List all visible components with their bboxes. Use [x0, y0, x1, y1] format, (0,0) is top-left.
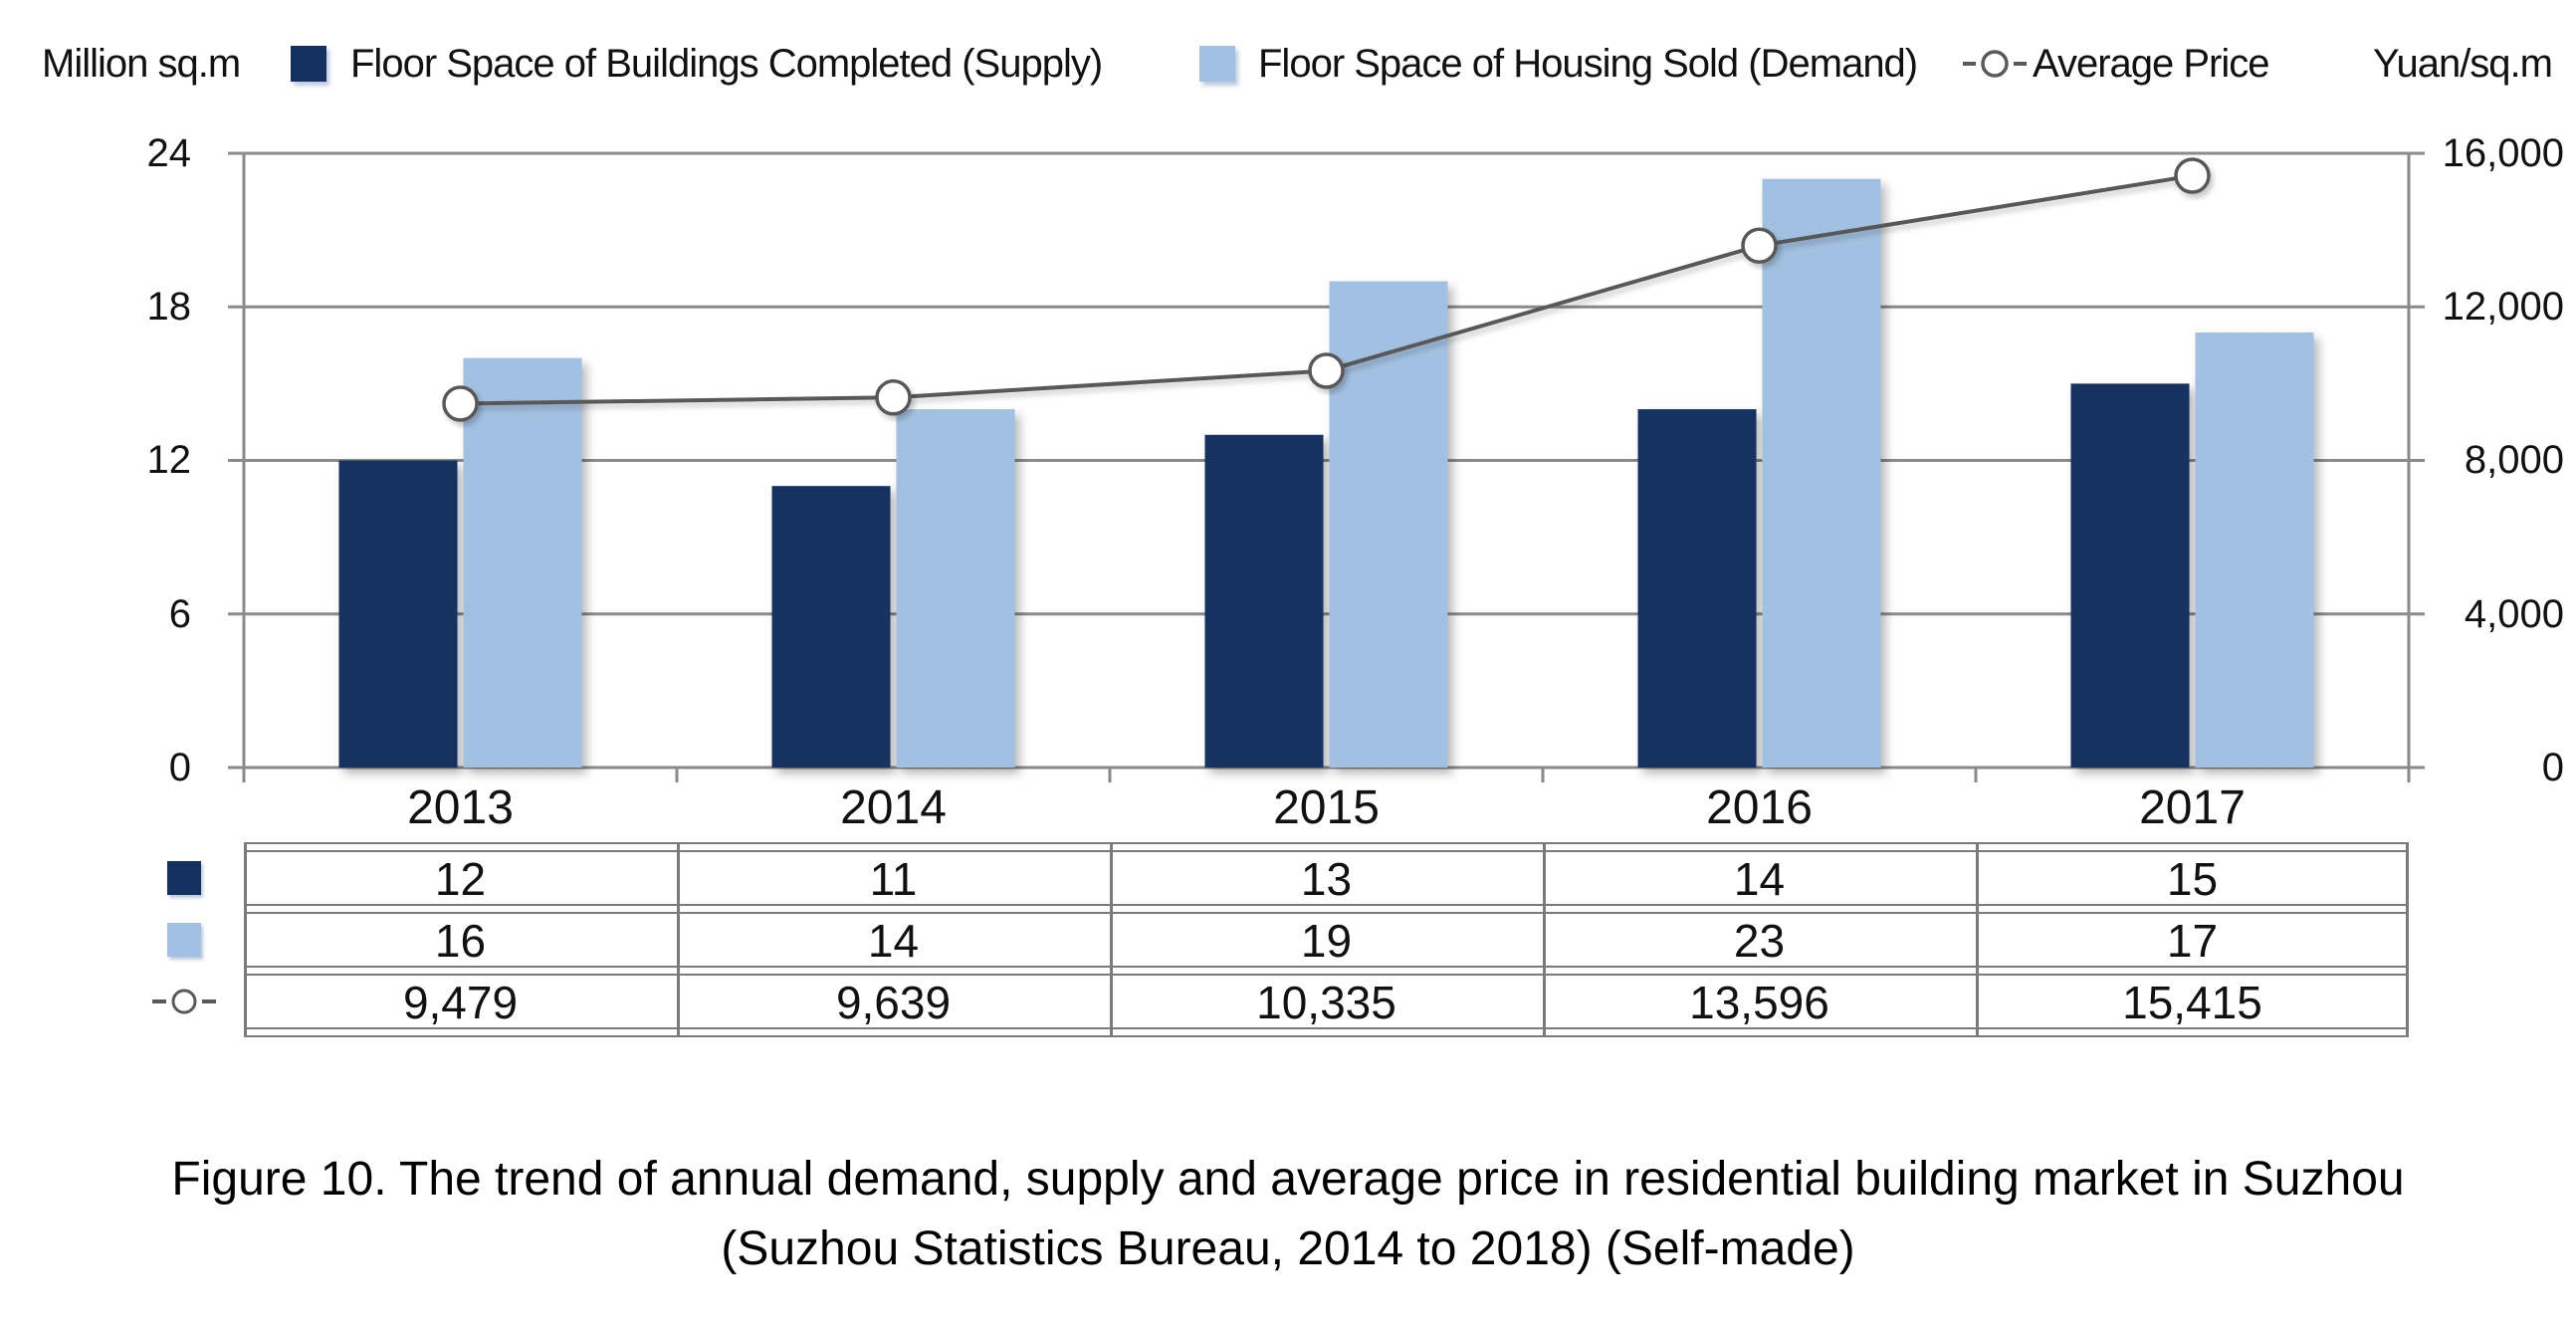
- table-row-demand: 16 14 19 23 17: [244, 912, 2409, 968]
- x-axis-label-2014: 2014: [840, 781, 947, 834]
- table-border: [244, 844, 247, 1035]
- x-axis-label-2013: 2013: [407, 781, 514, 834]
- left-axis-tick-label: 6: [168, 592, 191, 636]
- demand-bar-2017: [2195, 332, 2314, 768]
- chart-legend: Million sq.m Floor Space of Buildings Co…: [0, 0, 2576, 110]
- table-border: [1110, 844, 1113, 1035]
- table-cell: 9,639: [835, 977, 952, 1028]
- demand-bar-2016: [1762, 178, 1881, 769]
- average-price-point-2016: [1741, 227, 1778, 264]
- table-cell: 10,335: [1256, 977, 1396, 1028]
- table-cell: 15,415: [2122, 977, 2262, 1028]
- table-cell: 14: [1733, 853, 1786, 905]
- average-price-marker-icon: [1963, 50, 2027, 78]
- price-row-marker-icon: [152, 989, 216, 1014]
- average-price-point-2014: [875, 379, 912, 416]
- demand-bar-2013: [463, 357, 582, 768]
- supply-row-swatch-icon: [167, 861, 201, 895]
- left-axis-tick-label: 18: [146, 285, 192, 329]
- right-axis-tick-label: 8,000: [2464, 438, 2564, 482]
- table-cell: 11: [869, 853, 918, 905]
- table-cell: 9,479: [402, 977, 519, 1028]
- left-axis-unit-label: Million sq.m: [42, 42, 241, 86]
- table-border: [1976, 844, 1979, 1035]
- table-border: [2406, 844, 2409, 1035]
- table-cell: 15: [2166, 853, 2219, 905]
- table-border: [677, 844, 680, 1035]
- x-axis-label-2015: 2015: [1273, 781, 1380, 834]
- table-row-supply: 12 11 13 14 15: [244, 850, 2409, 906]
- right-axis-tick-label: 0: [2541, 746, 2564, 789]
- supply-bar-2016: [1637, 409, 1757, 768]
- right-axis-tick-label: 16,000: [2442, 131, 2564, 175]
- supply-bar-2017: [2070, 383, 2190, 768]
- right-axis-tick-label: 12,000: [2442, 285, 2564, 329]
- table-cell: 12: [434, 853, 487, 905]
- demand-legend-label: Floor Space of Housing Sold (Demand): [1258, 42, 1918, 86]
- supply-bar-2014: [771, 486, 891, 768]
- table-cell: 14: [867, 915, 920, 967]
- table-cell: 17: [2166, 915, 2219, 967]
- average-price-point-2013: [442, 385, 479, 422]
- left-axis-tick-label: 24: [146, 131, 192, 175]
- supply-bar-2015: [1204, 434, 1324, 768]
- average-price-point-2017: [2174, 157, 2211, 194]
- table-cell: 16: [434, 915, 487, 967]
- left-axis-tick-label: 12: [146, 438, 192, 482]
- demand-bar-2014: [896, 409, 1015, 768]
- demand-row-swatch-icon: [167, 923, 201, 957]
- supply-legend-label: Floor Space of Buildings Completed (Supp…: [350, 42, 1103, 86]
- demand-legend-swatch-icon: [1199, 46, 1235, 82]
- supply-bar-2013: [338, 460, 458, 768]
- figure-caption-line1: Figure 10. The trend of annual demand, s…: [171, 1153, 2405, 1206]
- table-cell: 23: [1733, 915, 1786, 967]
- table-border: [1543, 844, 1546, 1035]
- average-price-legend-label: Average Price: [2033, 42, 2270, 86]
- table-row-price: 9,479 9,639 10,335 13,596 15,415: [244, 974, 2409, 1029]
- supply-legend-swatch-icon: [291, 46, 326, 82]
- figure-caption-line2: (Suzhou Statistics Bureau, 2014 to 2018)…: [721, 1222, 1855, 1275]
- x-axis-label-2016: 2016: [1706, 781, 1813, 834]
- right-axis-tick-label: 4,000: [2464, 592, 2564, 636]
- average-price-point-2015: [1308, 352, 1345, 389]
- x-axis-label-2017: 2017: [2139, 781, 2246, 834]
- table-cell: 13: [1300, 853, 1353, 905]
- table-cell: 19: [1300, 915, 1353, 967]
- table-cell: 13,596: [1689, 977, 1829, 1028]
- right-axis-unit-label: Yuan/sq.m: [2372, 42, 2553, 86]
- left-axis-tick-label: 0: [168, 746, 191, 789]
- chart-data-table: 12 11 13 14 15 16 14 19 23 17 9,479 9,63…: [244, 842, 2409, 1037]
